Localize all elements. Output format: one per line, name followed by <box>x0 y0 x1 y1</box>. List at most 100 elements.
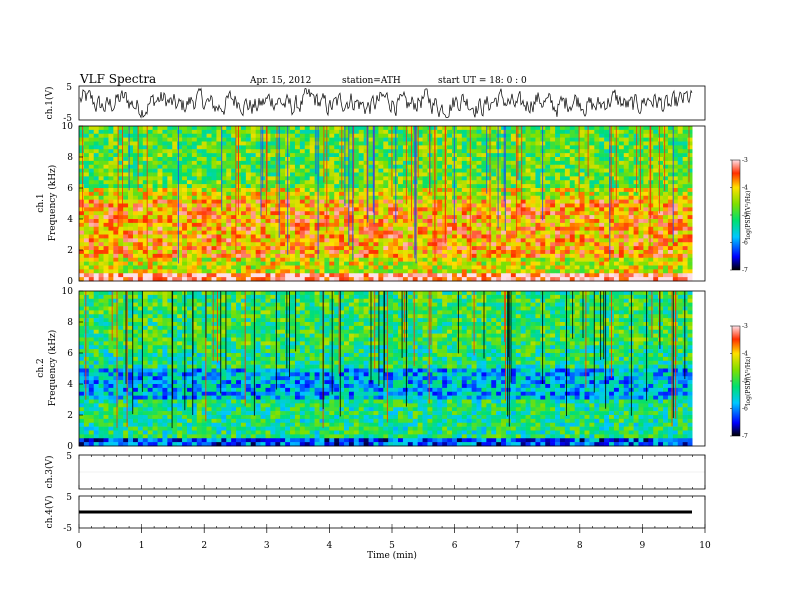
spec1-cell <box>324 277 330 282</box>
spec1-cell <box>633 226 639 231</box>
spec1-cell <box>157 168 163 173</box>
spec1-cell <box>157 180 163 185</box>
spec1-cell <box>226 145 232 150</box>
spec1-cell <box>496 219 502 224</box>
spec1-cell <box>461 168 468 173</box>
spec1-cell <box>447 149 453 154</box>
spec1-cell <box>481 145 487 150</box>
spec1-cell <box>216 246 222 251</box>
spec1-cell <box>172 145 178 150</box>
spec1-cell <box>83 145 90 150</box>
spec1-cell <box>579 149 585 154</box>
spec1-cell <box>319 180 325 185</box>
spec1-cell <box>98 215 104 220</box>
spec1-cell <box>368 137 374 142</box>
spec1-cell <box>358 219 364 224</box>
spec1-cell <box>663 246 669 251</box>
spec1-cell <box>584 126 590 131</box>
spec1-cell <box>294 133 301 138</box>
spec1-cell <box>290 250 296 255</box>
spec1-cell <box>653 230 659 235</box>
spec1-cell <box>535 261 541 266</box>
spec1-cell <box>348 199 355 204</box>
spec1-cell <box>231 149 237 154</box>
spec1-cell <box>505 145 512 150</box>
spec1-cell <box>579 242 585 247</box>
spec1-cell <box>388 137 394 142</box>
spec1-cell <box>255 257 261 262</box>
spec1-cell <box>461 219 468 224</box>
spec1-cell <box>147 230 153 235</box>
spec1-cell <box>496 168 502 173</box>
spec1-cell <box>398 222 404 228</box>
spec1-cell <box>447 191 453 197</box>
spec1-cell <box>663 215 669 220</box>
spec1-cell <box>402 199 409 204</box>
spec1-cell <box>535 172 541 177</box>
spec1-cell <box>687 246 693 251</box>
spec1-cell <box>142 257 149 262</box>
spec1-cell <box>407 230 414 235</box>
spec1-cell <box>211 253 217 259</box>
spec1-cell <box>358 226 364 231</box>
spec1-cell <box>309 195 315 200</box>
spec1-cell <box>240 215 247 220</box>
spec1-cell <box>103 265 109 270</box>
spec1-cell <box>260 199 266 204</box>
spec1-cell <box>344 226 350 231</box>
spec1-cell <box>275 246 281 251</box>
spec1-cell <box>604 168 610 173</box>
spec1-cell <box>579 164 585 169</box>
spec1-cell <box>422 238 428 243</box>
spec1-cell <box>658 168 664 173</box>
spec1-cell <box>520 269 526 274</box>
spec1-cell <box>113 238 119 243</box>
spec1-cell <box>618 250 625 255</box>
spec1-cell <box>530 238 536 243</box>
spec1-cell <box>118 153 124 158</box>
spec1-cell <box>643 250 649 255</box>
spec1-cell <box>196 172 202 177</box>
spec1-cell <box>417 269 423 274</box>
spec1-cell <box>687 141 693 146</box>
spec1-cell <box>550 199 556 204</box>
spec1-cell <box>555 226 561 231</box>
spec1-cell <box>520 172 526 177</box>
spec1-cell <box>623 199 629 204</box>
spec1-cell <box>240 242 247 247</box>
spec1-cell <box>501 160 507 166</box>
spec1-cell <box>123 137 129 142</box>
spec1-cell <box>240 153 247 158</box>
spec1-cell <box>422 133 428 138</box>
spec1-cell <box>638 219 644 224</box>
spec1-cell <box>211 129 217 135</box>
spec1-cell <box>334 168 340 173</box>
spec1-cell <box>329 149 335 154</box>
spec1-cell <box>206 238 212 243</box>
spec1-cell <box>373 160 379 166</box>
spec1-cell <box>290 222 296 228</box>
spec1-cell <box>496 242 502 247</box>
spec1-cell <box>422 203 428 208</box>
spec1-cell <box>147 145 153 150</box>
spec1-cell <box>255 226 261 231</box>
spec1-cell <box>157 184 163 189</box>
spec1-cell <box>559 242 566 247</box>
spec1-cell <box>128 126 134 131</box>
spec1-cell <box>505 141 512 146</box>
spec1-cell <box>594 191 600 197</box>
spec1-cell <box>358 211 364 216</box>
spec1-cell <box>559 230 566 235</box>
spec1-cell <box>108 160 114 166</box>
spec1-cell <box>471 222 477 228</box>
spec1-cell <box>363 141 369 146</box>
spec1-cell <box>79 234 85 239</box>
spec1-cell <box>142 137 149 142</box>
spec1-cell <box>172 253 178 259</box>
spec1-cell <box>594 215 600 220</box>
spec1-cell <box>501 253 507 259</box>
spec1-cell <box>329 277 335 282</box>
spec1-cell <box>530 168 536 173</box>
spec1-cell <box>103 141 109 146</box>
spec1-cell <box>226 137 232 142</box>
